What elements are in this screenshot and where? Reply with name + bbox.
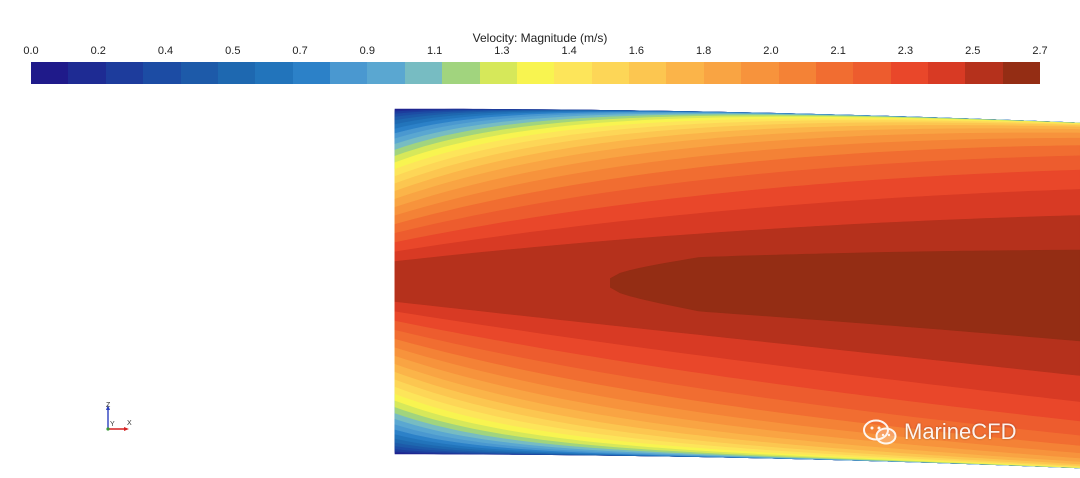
z-axis-arrowhead [106, 405, 110, 410]
colorbar-band [31, 62, 69, 84]
colorbar-band [367, 62, 405, 84]
colorbar-tick-label: 1.1 [426, 45, 443, 57]
colorbar-tick-label: 0.0 [23, 45, 39, 57]
colorbar-band [442, 62, 480, 84]
colorbar-band [180, 62, 218, 84]
colorbar-tick-label: 0.7 [292, 45, 308, 57]
x-axis-label: X [127, 420, 132, 427]
colorbar-band [554, 62, 592, 84]
colorbar-tick-label: 0.9 [359, 45, 375, 57]
colorbar-tick-label: 0.2 [90, 45, 106, 57]
colorbar-band [217, 62, 256, 84]
colorbar-band [404, 62, 443, 84]
axes-triad: Z Y X [106, 402, 132, 431]
colorbar-band [703, 62, 742, 84]
colorbar-tick-label: 2.5 [965, 45, 981, 57]
colorbar-tick-label: 1.4 [561, 45, 577, 57]
colorbar-band [965, 62, 1003, 84]
colorbar-band [629, 62, 667, 84]
colorbar-band [68, 62, 106, 84]
watermark-text: MarineCFD [904, 419, 1017, 444]
wechat-icon [863, 419, 897, 445]
colorbar-band [591, 62, 629, 84]
colorbar-band [1002, 62, 1041, 84]
colorbar-band [105, 62, 144, 84]
colorbar-band [666, 62, 704, 84]
colorbar-tick-label: 2.7 [1032, 45, 1048, 57]
colorbar-tick-label: 2.0 [763, 45, 779, 57]
colorbar-tick-label: 0.4 [157, 45, 174, 57]
colorbar-band [479, 62, 517, 84]
colorbar-band [255, 62, 293, 84]
colorbar-title: Velocity: Magnitude (m/s) [472, 31, 608, 45]
colorbar-band [330, 62, 368, 84]
y-axis-dot [106, 427, 110, 431]
colorbar-tick-label: 2.1 [830, 45, 846, 57]
colorbar [31, 62, 1041, 84]
watermark: MarineCFD [862, 417, 1016, 447]
colorbar-tick-label: 1.8 [696, 45, 712, 57]
colorbar-tick-label: 1.6 [628, 45, 645, 57]
y-axis-label: Y [110, 421, 115, 428]
colorbar-band [292, 62, 330, 84]
colorbar-band [741, 62, 779, 84]
colorbar-tick-label: 1.3 [494, 45, 510, 57]
colorbar-band [143, 62, 181, 84]
colorbar-tick-label: 0.5 [225, 45, 241, 57]
colorbar-band [853, 62, 891, 84]
z-axis-label: Z [106, 402, 111, 409]
contour-band [610, 249, 1080, 342]
colorbar-band [815, 62, 854, 84]
colorbar-band [928, 62, 966, 84]
x-axis-arrowhead [124, 427, 129, 431]
colorbar-band [778, 62, 816, 84]
colorbar-tick-label: 2.3 [897, 45, 914, 57]
colorbar-band [516, 62, 555, 84]
colorbar-band [890, 62, 928, 84]
